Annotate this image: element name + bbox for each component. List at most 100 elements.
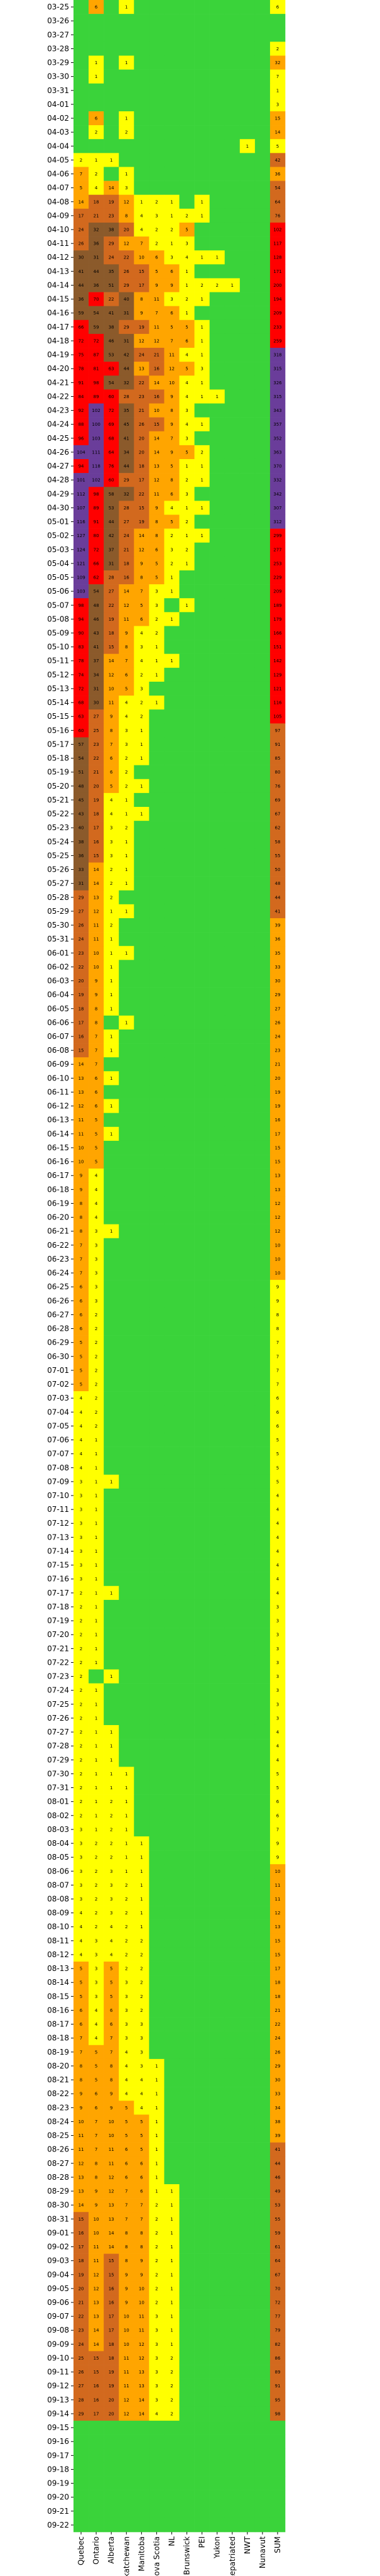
heatmap-cell [209, 681, 225, 696]
heatmap-cell [149, 1099, 165, 1113]
cell-value-label: 1 [155, 645, 158, 650]
heatmap-cell [149, 2337, 165, 2351]
cell-value-label: 29 [275, 992, 281, 997]
cell-value-label: 3 [170, 547, 173, 552]
heatmap-cell [149, 1711, 165, 1726]
heatmap-cell [104, 1878, 119, 1892]
heatmap-cell [119, 2031, 134, 2046]
heatmap-cell [104, 2392, 119, 2407]
row-label: 04-16 [47, 309, 69, 318]
heatmap-cell [73, 2128, 89, 2143]
heatmap-cell [224, 1572, 241, 1587]
heatmap-cell [194, 1753, 210, 1767]
cell-value-label: 4 [95, 186, 98, 191]
heatmap-cell [89, 1224, 104, 1239]
heatmap-cell [254, 779, 271, 794]
heatmap-cell [209, 2421, 225, 2435]
cell-value-label: 51 [79, 770, 84, 775]
heatmap-cell [104, 1906, 119, 1920]
row-label: 07-30 [47, 1769, 69, 1778]
heatmap-cell [239, 2045, 256, 2060]
heatmap-cell [164, 431, 180, 446]
cell-value-label: 4 [95, 1174, 98, 1179]
heatmap-cell [164, 1029, 180, 1044]
heatmap-cell [134, 1126, 149, 1141]
heatmap-cell [194, 1544, 210, 1558]
heatmap-cell [239, 1252, 256, 1267]
cell-value-label: 1 [185, 506, 188, 511]
heatmap-cell [119, 2365, 134, 2379]
cell-value-label: 179 [273, 617, 281, 622]
heatmap-cell [239, 556, 256, 571]
heatmap-cell [134, 2309, 149, 2324]
heatmap-cell [224, 1558, 241, 1572]
cell-value-label: 4 [276, 1591, 280, 1596]
heatmap-cell [89, 681, 104, 696]
row-label: 07-15 [47, 1561, 69, 1570]
cell-value-label: 72 [79, 338, 84, 343]
cell-value-label: 332 [273, 478, 281, 483]
cell-value-label: 104 [77, 450, 85, 455]
heatmap-cell [119, 876, 134, 891]
heatmap-cell [194, 1641, 210, 1656]
heatmap-cell [254, 1892, 271, 1906]
heatmap-cell [194, 2448, 210, 2463]
heatmap-cell [89, 1739, 104, 1753]
cell-value-label: 2 [95, 1924, 97, 1929]
heatmap-cell [164, 487, 180, 501]
heatmap-cell [224, 2504, 241, 2519]
heatmap-cell [164, 2379, 180, 2394]
heatmap-cell [134, 306, 149, 321]
heatmap-cell [73, 1655, 89, 1670]
heatmap-cell [239, 1892, 256, 1906]
heatmap-cell [269, 1933, 286, 1948]
cell-value-label: 1 [125, 867, 128, 872]
heatmap-cell [134, 2003, 149, 2018]
heatmap-cell [269, 1711, 286, 1726]
row-label: 09-16 [47, 2437, 69, 2446]
cell-value-label: 18 [109, 2342, 114, 2347]
row-label: 06-23 [47, 1255, 69, 1263]
row-label: 05-08 [47, 614, 69, 623]
heatmap-cell [149, 1975, 165, 1990]
heatmap-cell [209, 1224, 225, 1239]
heatmap-cell [209, 1753, 225, 1767]
heatmap-cell [73, 1906, 89, 1920]
heatmap-cell [209, 598, 225, 613]
heatmap-cell [269, 848, 286, 863]
heatmap-cell [134, 1099, 149, 1113]
heatmap-cell [209, 2476, 225, 2490]
heatmap-cell [104, 626, 119, 640]
cell-value-label: 4 [110, 812, 113, 817]
heatmap-cell [209, 389, 225, 404]
heatmap-cell [269, 723, 286, 738]
heatmap-cell [149, 2058, 165, 2074]
heatmap-cell [149, 445, 165, 460]
cell-value-label: 20 [94, 784, 99, 789]
heatmap-cell [134, 946, 149, 960]
cell-value-label: 2 [110, 867, 112, 872]
heatmap-cell [194, 1252, 210, 1267]
heatmap-cell [104, 960, 119, 974]
heatmap-cell [104, 528, 119, 543]
heatmap-cell [239, 2031, 256, 2046]
heatmap-cell [89, 445, 104, 460]
cell-value-label: 5 [276, 1772, 279, 1777]
cell-value-label: 5 [155, 269, 158, 274]
cell-value-label: 48 [275, 881, 281, 886]
heatmap-cell [73, 570, 89, 585]
cell-value-label: 233 [273, 325, 281, 330]
heatmap-cell [224, 153, 241, 167]
heatmap-cell [149, 835, 165, 849]
heatmap-cell [269, 2058, 286, 2074]
heatmap-cell [179, 69, 195, 84]
heatmap-cell [73, 765, 89, 780]
cell-value-label: 3 [95, 1257, 97, 1262]
cell-value-label: 2 [95, 1340, 97, 1345]
heatmap-cell [104, 14, 119, 28]
heatmap-cell [149, 458, 165, 474]
row-label: 05-30 [47, 921, 69, 930]
row-label: 07-18 [47, 1602, 69, 1611]
heatmap-cell [89, 1975, 104, 1990]
heatmap-cell [269, 1169, 286, 1183]
